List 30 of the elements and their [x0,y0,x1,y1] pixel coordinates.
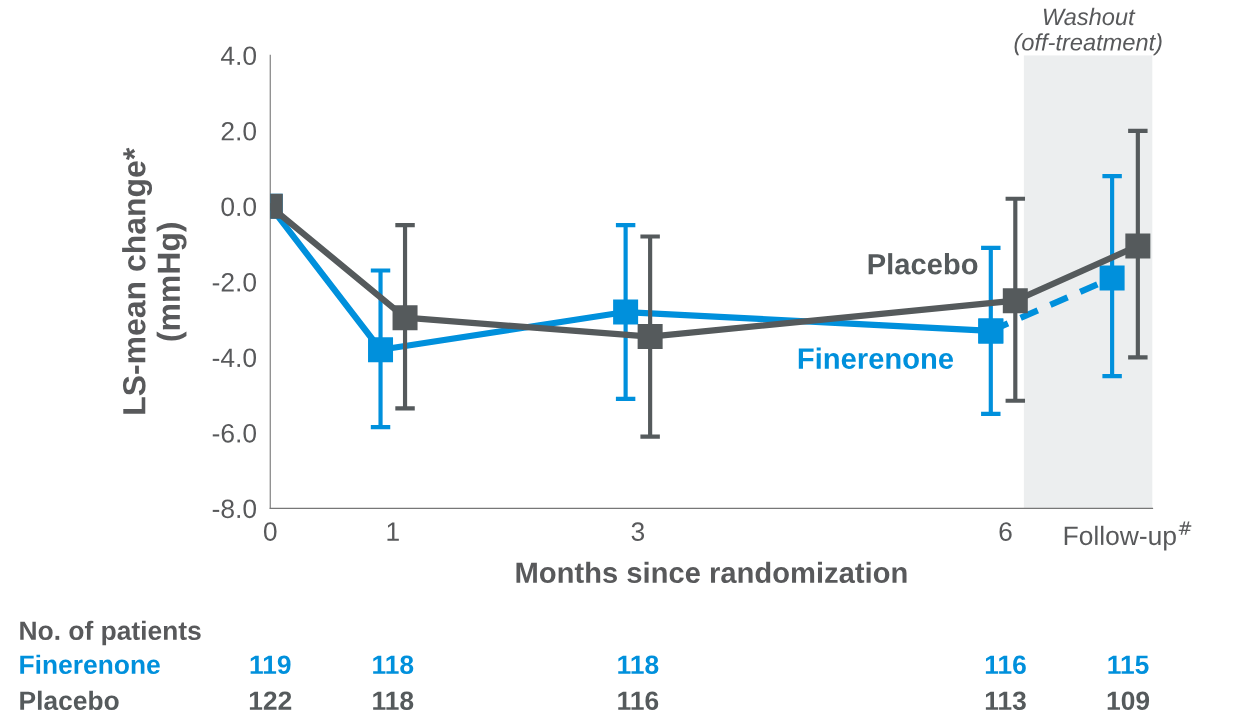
x-tick-label: 1 [387,522,399,541]
y-tick-label: 0.0 [221,197,257,217]
y-tick-label: -8.0 [212,499,257,519]
text: 115 [1108,655,1149,675]
x-tick-label: 3 [631,522,645,541]
y-tick-label: 4.0 [220,46,257,66]
y-tick-label: -4.0 [212,348,257,368]
text: 116 [985,655,1026,675]
x-axis-title: Months since randomization [516,561,907,584]
x-tick-label: 0 [263,522,277,541]
text: 116 [618,691,659,711]
text: 113 [985,691,1026,711]
y-tick-label: -2.0 [212,272,257,292]
y-axis-title: LS-mean change* (mmHg) [122,147,187,414]
text: Finerenone [20,654,160,675]
text: 119 [250,655,291,675]
series-label: Finerenone [798,347,954,369]
x-tick-label: 6 [999,522,1012,541]
text: 122 [249,691,292,710]
y-tick-label: 2.0 [221,121,257,141]
text: 118 [373,691,414,711]
band-label: Washout (off-treatment) [1014,7,1162,56]
text: 109 [1107,691,1150,711]
text: No. of patients [20,620,201,646]
text: Placebo [20,690,119,711]
text: 118 [373,655,414,675]
y-tick-label: -6.0 [212,423,257,443]
series-label: Placebo [868,253,978,275]
text: 118 [618,655,659,675]
x-tick-label: Follow-up$^{#}$ [1064,521,1192,551]
